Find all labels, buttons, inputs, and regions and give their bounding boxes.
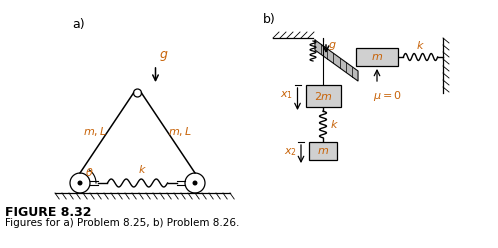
Circle shape xyxy=(78,181,83,186)
Text: $x_1$: $x_1$ xyxy=(280,89,293,101)
Text: Figures for a) Problem 8.25, b) Problem 8.26.: Figures for a) Problem 8.25, b) Problem … xyxy=(5,218,240,228)
Text: $m$: $m$ xyxy=(371,52,383,62)
Text: $k$: $k$ xyxy=(330,119,339,130)
Text: $m$: $m$ xyxy=(317,146,329,156)
Text: FIGURE 8.32: FIGURE 8.32 xyxy=(5,206,92,219)
Bar xyxy=(309,142,337,160)
Text: $2m$: $2m$ xyxy=(314,90,333,102)
Text: $\theta$: $\theta$ xyxy=(85,166,94,178)
Text: $g$: $g$ xyxy=(158,49,168,63)
Polygon shape xyxy=(315,40,358,81)
Circle shape xyxy=(193,181,198,186)
Bar xyxy=(305,85,341,107)
Text: b): b) xyxy=(263,13,276,26)
Text: $m, L$: $m, L$ xyxy=(83,124,107,137)
Text: $m, L$: $m, L$ xyxy=(168,124,192,137)
Text: a): a) xyxy=(72,18,85,31)
Text: $\mu = 0$: $\mu = 0$ xyxy=(373,89,402,103)
Text: $k$: $k$ xyxy=(416,39,425,51)
Bar xyxy=(356,48,398,66)
Text: $x_2$: $x_2$ xyxy=(284,146,297,158)
Text: $g$: $g$ xyxy=(328,40,337,52)
Text: $k$: $k$ xyxy=(138,163,147,175)
